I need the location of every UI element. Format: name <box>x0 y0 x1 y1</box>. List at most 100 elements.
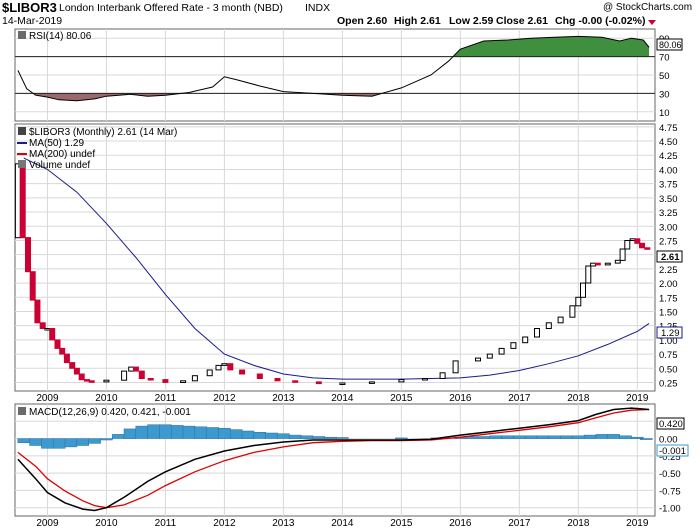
price-x-tick-label: 2013 <box>272 393 295 404</box>
price-candle <box>73 367 80 375</box>
macd-histogram-bar <box>395 437 408 440</box>
price-y-tick-label: 2.25 <box>659 265 678 276</box>
macd-histogram-bar <box>135 425 149 439</box>
macd-y-tick-label: -0.75 <box>659 486 681 497</box>
macd-line <box>17 407 650 512</box>
price-candle <box>575 296 582 307</box>
price-candle <box>292 380 299 383</box>
macd-histogram-bar <box>336 437 349 439</box>
macd-histogram-bar <box>253 432 267 439</box>
macd-histogram-bar <box>241 430 255 439</box>
price-candle <box>398 379 405 383</box>
price-candle <box>422 378 428 381</box>
price-y-tick-label: 1.00 <box>659 336 678 347</box>
macd-panel: 0.250.00-0.25-0.50-0.75-1.00 MACD(12,26,… <box>14 403 689 517</box>
macd-x-tick-label: 2015 <box>390 518 413 529</box>
macd-histogram-bar <box>147 424 160 439</box>
price-candle <box>78 373 85 381</box>
quote-close: Close 2.61 <box>496 15 548 27</box>
macd-histogram-bar <box>513 435 526 439</box>
price-candle <box>54 339 61 349</box>
ma50-line <box>23 157 650 380</box>
price-candle <box>239 369 246 375</box>
macd-histogram-bar <box>524 435 538 439</box>
price-x-tick-label: 2017 <box>508 393 531 404</box>
quote-date: 14-Mar-2019 <box>2 15 62 27</box>
macd-histogram-bar <box>265 432 278 439</box>
macd-histogram-bar <box>123 428 137 439</box>
price-x-tick-label: 2019 <box>626 393 649 404</box>
price-candle <box>634 238 641 244</box>
ma200-legend: MA(200) undef <box>29 149 95 160</box>
price-candle <box>121 370 128 381</box>
macd-x-tick-label: 2014 <box>331 518 354 529</box>
price-candle <box>569 305 576 318</box>
price-candle <box>368 381 375 384</box>
ma50-legend: MA(50) 1.29 <box>29 138 84 149</box>
price-candle <box>49 328 56 341</box>
price-candle <box>534 328 540 338</box>
rsi-y-tick-label: 50 <box>659 71 670 82</box>
macd-x-tick-label: 2013 <box>272 518 295 529</box>
macd-histogram-bar <box>639 438 653 440</box>
macd-histogram-bar <box>111 434 125 439</box>
volume-legend: Volume undef <box>29 160 90 171</box>
macd-x-tick-label: 2018 <box>567 518 590 529</box>
macd-signal-line <box>17 408 650 509</box>
macd-histogram-bar <box>182 425 196 439</box>
quote-change: Chg -0.00 (-0.02%) <box>555 15 645 27</box>
price-candle <box>644 247 651 250</box>
macd-value-label: 0.420 <box>659 419 683 430</box>
macd-y-tick-label: -1.00 <box>659 504 681 515</box>
price-legend-swatch <box>18 127 26 135</box>
macd-y-tick-label: -0.50 <box>659 469 681 480</box>
macd-histogram-bar <box>312 436 326 439</box>
price-candle <box>452 360 459 374</box>
price-candle <box>132 366 139 372</box>
macd-histogram-bar <box>76 438 90 446</box>
macd-histogram-bar <box>88 438 101 444</box>
price-candle <box>63 353 70 364</box>
price-candle <box>14 163 21 239</box>
price-candle <box>639 242 645 249</box>
price-legend: $LIBOR3 (Monthly) 2.61 (14 Mar) <box>29 127 177 138</box>
price-y-tick-label: 3.25 <box>659 208 678 219</box>
price-candle <box>522 336 529 344</box>
price-candle <box>486 353 493 359</box>
macd-histogram-bar <box>619 435 632 439</box>
price-y-tick-label: 3.75 <box>659 180 678 191</box>
price-x-tick-label: 2018 <box>567 393 590 404</box>
price-candle <box>315 381 322 385</box>
price-candle <box>29 271 36 301</box>
price-x-tick-label: 2014 <box>331 393 354 404</box>
change-down-arrow-icon <box>648 20 656 25</box>
price-candle <box>274 378 281 382</box>
price-candle <box>39 322 46 329</box>
price-y-tick-label: 3.00 <box>659 222 678 233</box>
price-candle <box>147 378 154 381</box>
price-candle <box>25 237 31 273</box>
quote-high: High 2.61 <box>394 15 441 27</box>
macd-histogram-bar <box>288 434 302 439</box>
price-candle <box>19 163 26 239</box>
macd-histogram-bar <box>501 435 514 439</box>
instrument-name: London Interbank Offered Rate - 3 month … <box>59 2 283 14</box>
price-candle <box>614 259 621 264</box>
price-candle <box>545 322 552 329</box>
watermark: @ StockCharts.com <box>603 2 692 13</box>
price-candle <box>594 262 601 266</box>
price-x-tick-label: 2011 <box>155 393 177 404</box>
last-price-badge <box>656 250 683 263</box>
price-candle <box>585 265 592 284</box>
price-candle <box>88 380 95 383</box>
macd-histogram-bar <box>100 438 113 441</box>
price-candle <box>191 375 198 382</box>
quote-low: Low 2.59 <box>449 15 494 27</box>
macd-y-tick-label: 0.00 <box>659 435 678 446</box>
rsi-legend-swatch <box>18 31 26 39</box>
price-candle <box>624 240 631 250</box>
macd-histogram-bar <box>159 424 172 439</box>
macd-histogram-bar <box>170 425 184 439</box>
price-candle <box>498 347 505 355</box>
macd-histogram-bar <box>489 435 502 439</box>
